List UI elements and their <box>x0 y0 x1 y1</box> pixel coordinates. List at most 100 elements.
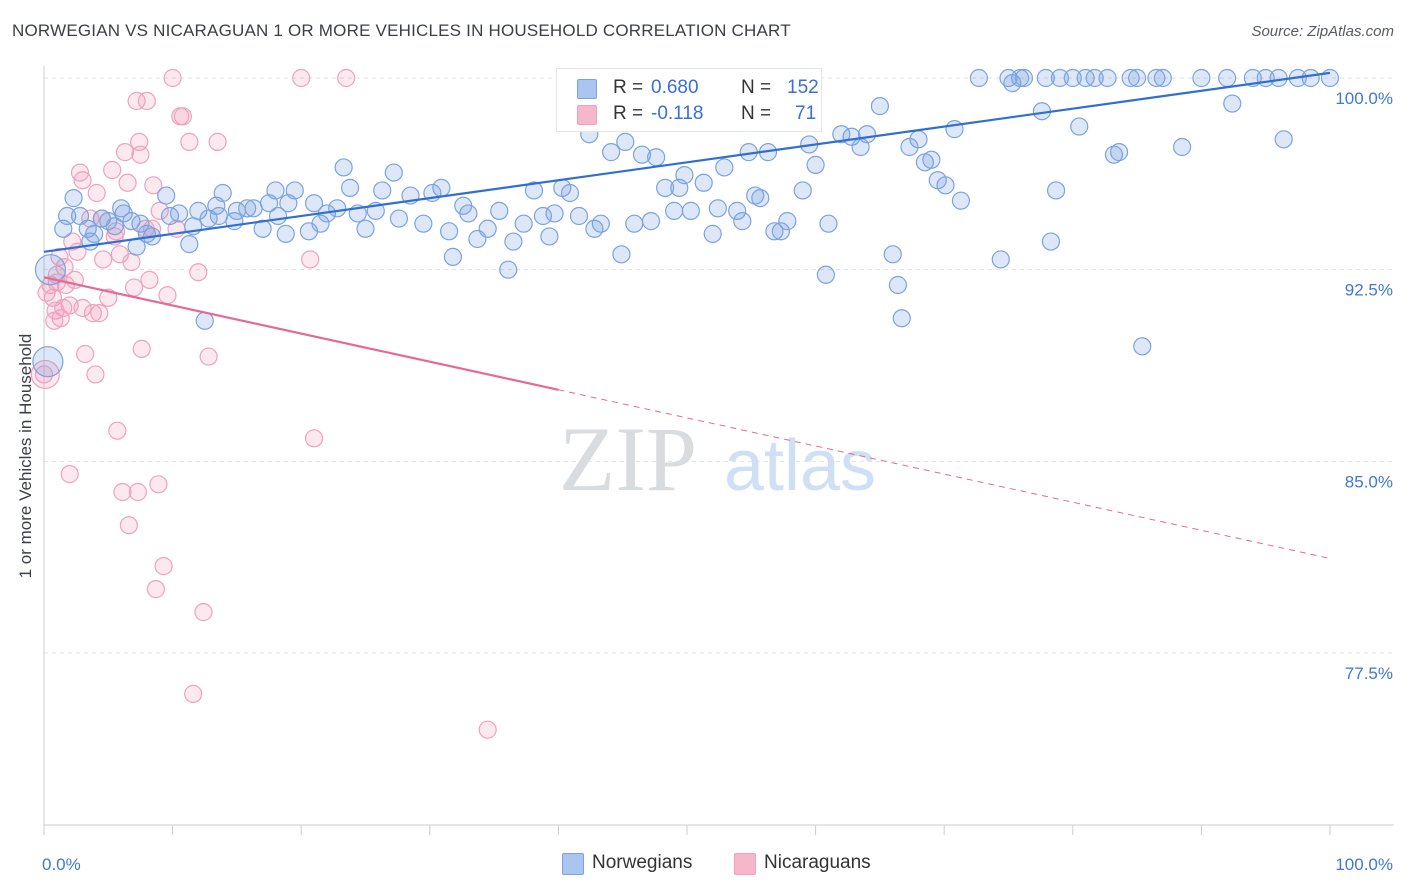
norwegian-point <box>1269 68 1288 88</box>
nicaraguan-point <box>60 465 79 484</box>
norwegian-point <box>443 247 463 266</box>
norwegian-point <box>524 181 544 200</box>
legend-n-label: N = <box>741 103 772 124</box>
nicaraguan-point <box>122 252 141 272</box>
norwegian-point <box>751 189 770 208</box>
norwegian-point <box>439 222 459 241</box>
norwegian-point <box>857 125 877 144</box>
nicaraguan-point <box>194 603 213 622</box>
legend-r-value-norwegians: 0.680 <box>651 77 699 98</box>
norwegian-point <box>1036 68 1055 88</box>
norwegian-point <box>1109 143 1129 162</box>
nicaraguan-point <box>132 339 151 358</box>
norwegian-point <box>540 227 559 246</box>
norwegian-point <box>504 232 523 251</box>
norwegian-point <box>64 189 83 208</box>
y-tick-label: 77.5% <box>1345 664 1393 683</box>
nicaraguan-point <box>184 684 203 703</box>
nicaraguan-point <box>163 68 182 88</box>
norwegian-point <box>883 245 902 264</box>
y-tick-label: 85.0% <box>1345 472 1393 491</box>
nicaraguan-point <box>304 429 324 448</box>
legend-r-value-nicaraguans: -0.118 <box>651 103 704 124</box>
norwegian-point <box>641 212 661 231</box>
norwegian-point <box>1274 130 1293 149</box>
norwegian-point <box>560 183 580 203</box>
norwegian-point <box>266 181 285 200</box>
nicaraguan-point <box>63 232 82 251</box>
norwegian-point <box>675 166 694 185</box>
nicaraguan-point <box>127 91 146 111</box>
nicaraguan-points <box>30 68 497 739</box>
legend-r-label: R = <box>613 103 644 124</box>
norwegian-point <box>1070 117 1089 136</box>
norwegian-point <box>304 194 324 213</box>
correlation-legend: R = 0.680 N = 152 R = -0.118 N = 71 <box>556 68 822 132</box>
norwegian-point <box>131 214 150 233</box>
nicaraguan-point <box>199 347 218 366</box>
norwegian-point <box>793 181 812 200</box>
norwegian-point <box>1301 68 1320 88</box>
bottom-legend-swatch-norwegians <box>562 853 584 875</box>
norwegian-point <box>1127 68 1147 88</box>
norwegian-point <box>1320 68 1340 88</box>
nicaraguan-point <box>87 183 106 203</box>
norwegian-point <box>238 199 257 218</box>
legend-n-value-nicaraguans: 71 <box>795 103 817 124</box>
y-tick-label: 92.5% <box>1345 281 1393 300</box>
norwegian-point <box>892 309 911 328</box>
norwegian-point <box>169 204 189 223</box>
norwegian-point <box>665 201 684 220</box>
norwegian-point <box>728 201 747 220</box>
nicaraguan-point <box>103 160 122 180</box>
norwegian-point <box>478 219 497 238</box>
norwegian-point <box>625 214 644 233</box>
x-tick-label: 0.0% <box>42 855 81 874</box>
norwegian-point <box>1133 337 1152 356</box>
norwegian-point <box>1223 94 1242 113</box>
trend-lines <box>43 71 1331 559</box>
zipatlas-watermark: ZIP atlas <box>559 408 876 510</box>
norwegian-point <box>32 346 64 378</box>
norwegian-point <box>112 199 131 218</box>
norwegian-point <box>105 217 124 236</box>
norwegian-point <box>213 183 232 203</box>
norwegian-point <box>746 186 765 205</box>
nicaraguan-point <box>86 365 105 384</box>
nicaraguan-point <box>154 557 173 576</box>
norwegian-point <box>356 219 375 238</box>
norwegian-point <box>1041 232 1061 251</box>
norwegian-point <box>715 158 734 177</box>
nicaraguan-point <box>478 720 497 739</box>
norwegian-point <box>694 173 713 192</box>
nicaraguan-point <box>73 171 92 190</box>
norwegian-point <box>951 191 971 210</box>
legend-n-value-norwegians: 152 <box>787 77 819 98</box>
norwegian-point <box>569 206 589 226</box>
norwegian-point <box>765 222 784 241</box>
nicaraguan-point <box>140 270 159 289</box>
norwegian-point <box>616 132 635 151</box>
legend-swatch-nicaraguans <box>577 105 597 125</box>
norwegian-point <box>870 97 890 116</box>
nicaraguan-point <box>76 344 95 364</box>
norwegian-point <box>414 214 433 233</box>
nicaraguan-point <box>137 91 156 111</box>
nicaraguan-trend-line <box>43 276 559 391</box>
norwegian-point <box>209 206 228 226</box>
nicaraguan-point <box>128 482 147 502</box>
nicaraguan-point <box>124 278 144 297</box>
norwegian-point <box>285 181 304 200</box>
norwegian-point <box>459 204 478 223</box>
norwegian-point <box>340 178 360 197</box>
norwegian-point <box>703 224 722 243</box>
norwegian-point <box>778 212 797 231</box>
nicaraguan-point <box>150 201 169 220</box>
nicaraguan-point <box>45 311 64 330</box>
norwegian-point <box>806 155 825 174</box>
axes <box>43 66 1394 835</box>
norwegian-point <box>612 245 631 264</box>
legend-n-label: N = <box>741 77 772 98</box>
norwegian-point <box>1218 68 1237 88</box>
